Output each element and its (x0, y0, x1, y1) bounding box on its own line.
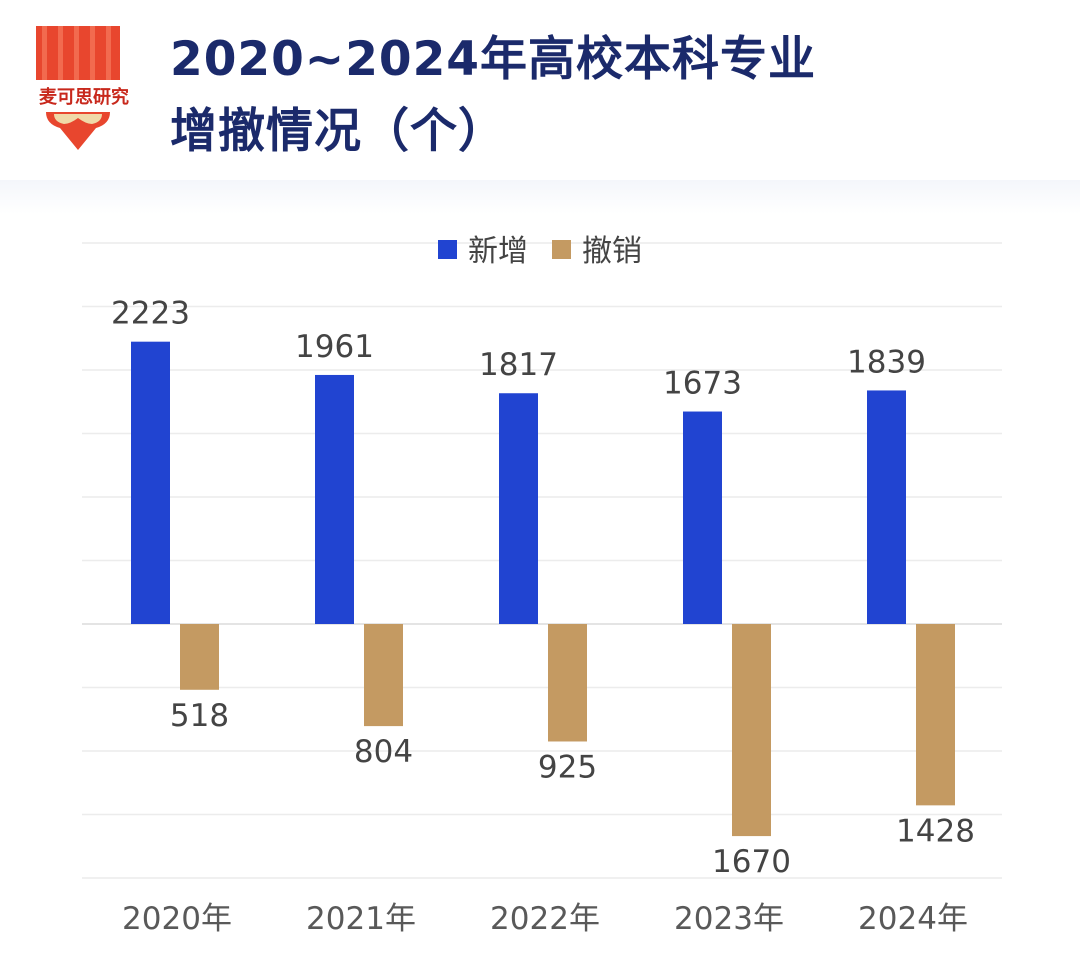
bars (131, 341, 955, 837)
logo-stripe (106, 26, 111, 88)
legend-swatch-added (438, 240, 457, 259)
bar-removed-2021年 (364, 624, 403, 727)
data-label-removed-2023年: 1670 (712, 844, 791, 880)
bar-removed-2022年 (548, 624, 587, 742)
bar-removed-2023年 (732, 624, 771, 837)
data-label-added-2023年: 1673 (663, 366, 742, 402)
logo-heart-icon (54, 114, 102, 124)
logo-text-band (30, 80, 138, 112)
gridlines (82, 242, 1002, 879)
logo-stripe (42, 26, 47, 88)
logo-stripe (90, 26, 95, 88)
legend-label-added: 新增 (468, 234, 528, 269)
data-label-added-2021年: 1961 (295, 329, 374, 365)
bar-added-2021年 (315, 374, 354, 624)
data-label-added-2024年: 1839 (847, 344, 926, 380)
bar-added-2020年 (131, 341, 170, 624)
data-label-removed-2020年: 518 (170, 698, 229, 734)
header-divider (0, 180, 1080, 214)
value-labels: 2223 518 1961 804 1817 925 1673 1670 1839 1428 (111, 296, 975, 880)
bar-added-2022年 (499, 393, 538, 624)
data-label-removed-2024年: 1428 (896, 813, 975, 849)
logo-stripe (74, 26, 79, 88)
bar-removed-2020年 (180, 624, 219, 690)
x-tick-label: 2024年 (858, 901, 968, 937)
logo-stripe (58, 26, 63, 88)
bar-removed-2024年 (916, 624, 955, 806)
page-title-line-1: 2020~2024年高校本科专业 (170, 32, 817, 87)
legend: 新增 撤销 (438, 234, 642, 269)
data-label-removed-2021年: 804 (354, 734, 413, 770)
legend-label-removed: 撤销 (582, 234, 642, 269)
brand-logo: 麦可思研究 (30, 26, 138, 150)
x-axis-ticks: 2020年 2021年 2022年 2023年 2024年 (122, 901, 968, 937)
data-label-added-2022年: 1817 (479, 347, 558, 383)
page-title-line-2: 增撤情况（个） (170, 104, 506, 159)
x-tick-label: 2021年 (306, 901, 416, 937)
x-tick-label: 2022年 (490, 901, 600, 937)
bar-added-2024年 (867, 390, 906, 624)
logo-text: 麦可思研究 (39, 86, 129, 108)
bar-added-2023年 (683, 411, 722, 624)
legend-swatch-removed (552, 240, 571, 259)
x-tick-label: 2020年 (122, 901, 232, 937)
data-label-added-2020年: 2223 (111, 296, 190, 332)
data-label-removed-2022年: 925 (538, 749, 597, 785)
x-tick-label: 2023年 (674, 901, 784, 937)
